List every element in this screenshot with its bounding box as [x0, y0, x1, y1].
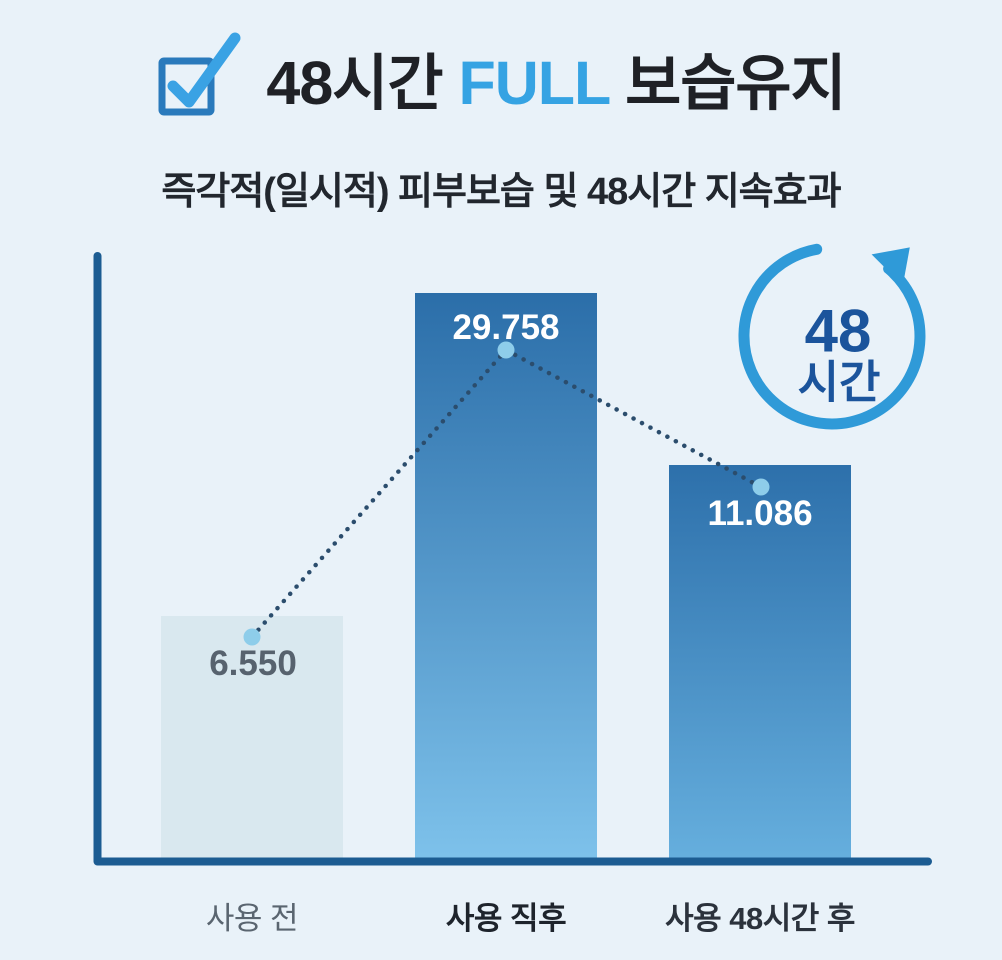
subtitle: 즉각적(일시적) 피부보습 및 48시간 지속효과 — [161, 171, 841, 213]
circular-arrow-arc — [738, 243, 926, 430]
category-label-48h-after-use: 사용 48시간 후 — [665, 901, 855, 936]
circular-arrow-head — [871, 247, 910, 286]
checkbox-mark — [167, 32, 241, 108]
value-label-48h-after-use: 11.086 — [707, 494, 813, 533]
value-label-before-use: 6.550 — [209, 644, 297, 683]
title-text: 48시간 FULL 보습유지 — [266, 53, 846, 116]
title-part1: 48시간 — [266, 49, 459, 117]
page-title: 48시간 FULL 보습유지 — [0, 30, 1002, 116]
value-label-right-after-use: 29.758 — [452, 308, 560, 347]
checkbox-box — [158, 57, 215, 116]
bar-right-after-use — [415, 293, 597, 862]
title-part2: 보습유지 — [609, 49, 847, 117]
48h-circular-arrow-badge: 48 시간 — [738, 243, 926, 430]
category-label-right-after-use: 사용 직후 — [445, 901, 567, 936]
category-label-before-use: 사용 전 — [205, 901, 299, 936]
checkbox-check-icon — [158, 32, 241, 116]
badge-text-hours: 시간 — [798, 357, 881, 408]
badge-text-48: 48 — [805, 298, 872, 365]
title-highlight: FULL — [458, 49, 610, 117]
